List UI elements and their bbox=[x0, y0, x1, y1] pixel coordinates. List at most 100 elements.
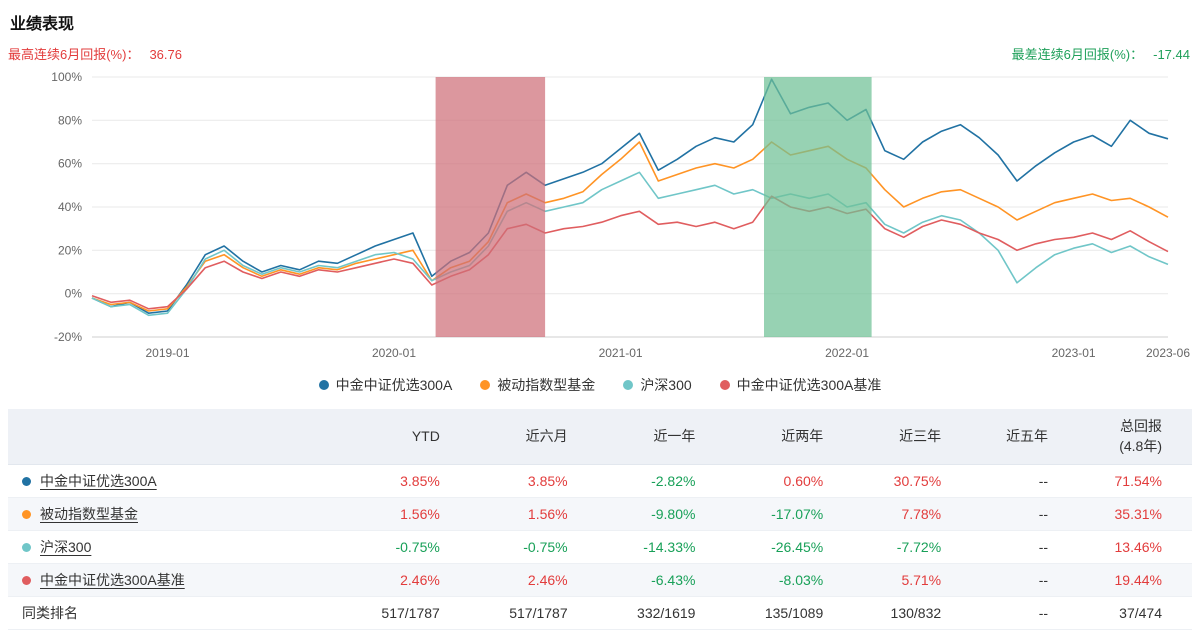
table-row: 中金中证优选300A 3.85% 3.85% -2.82% 0.60% 30.75% -- 7… bbox=[8, 464, 1192, 499]
legend-item-1[interactable]: 被动指数型基金 bbox=[480, 375, 595, 395]
y-axis-label: 100% bbox=[51, 70, 82, 84]
fund-link[interactable]: 中金中证优选300A基准 bbox=[40, 572, 185, 589]
best-6month-return-value: 36.76 bbox=[149, 47, 182, 62]
series-line bbox=[91, 78, 1169, 314]
value-cell: 1.56% bbox=[342, 497, 470, 532]
y-axis-label: 80% bbox=[58, 113, 82, 127]
value-cell: 19.44% bbox=[1078, 563, 1192, 598]
value-cell: 517/1787 bbox=[342, 596, 470, 631]
fund-link[interactable]: 被动指数型基金 bbox=[40, 506, 138, 523]
value-cell: -7.72% bbox=[853, 530, 972, 565]
y-axis-label: 60% bbox=[58, 157, 82, 171]
table-row: 被动指数型基金 1.56% 1.56% -9.80% -17.07% 7.78% -- 35.… bbox=[8, 497, 1192, 532]
page-title: 业绩表现 bbox=[10, 16, 75, 33]
performance-table: YTD 近六月 近一年 近两年 近三年 近五年 总回报 (4.8年) 中金中证优选300A 3.… bbox=[8, 409, 1192, 631]
y-axis-label: -20% bbox=[54, 330, 82, 344]
x-axis-label: 2022-01 bbox=[825, 346, 869, 360]
worst-6month-return-label: 最差连续6月回报(%)： bbox=[1011, 47, 1144, 62]
value-cell: 0.60% bbox=[725, 464, 854, 499]
x-axis-label: 2023-06 bbox=[1146, 346, 1190, 360]
column-header: 总回报 (4.8年) bbox=[1078, 409, 1192, 466]
row-label: 同类排名 bbox=[22, 605, 78, 622]
value-cell: 71.54% bbox=[1078, 464, 1192, 499]
column-header: 近五年 bbox=[971, 409, 1079, 466]
value-cell: -14.33% bbox=[597, 530, 726, 565]
value-cell: -26.45% bbox=[725, 530, 854, 565]
fund-name-cell: 沪深300 bbox=[8, 530, 342, 565]
worst-6month-return: 最差连续6月回报(%)： -17.44 bbox=[1012, 44, 1190, 63]
value-cell: 37/474 bbox=[1078, 596, 1192, 631]
y-axis-label: 40% bbox=[58, 200, 82, 214]
legend-item-0[interactable]: 中金中证优选300A bbox=[318, 375, 453, 395]
value-cell: 35.31% bbox=[1078, 497, 1192, 532]
best-6month-return: 最高连续6月回报(%)： 36.76 bbox=[8, 44, 182, 63]
legend-item-2[interactable]: 沪深300 bbox=[623, 375, 692, 395]
series-line bbox=[91, 141, 1169, 312]
value-cell: 517/1787 bbox=[469, 596, 598, 631]
series-dot-icon bbox=[22, 576, 31, 586]
value-cell: 30.75% bbox=[853, 464, 972, 499]
legend-label: 中金中证优选300A基准 bbox=[736, 377, 882, 393]
legend-label: 中金中证优选300A bbox=[335, 377, 453, 393]
value-cell: 13.46% bbox=[1078, 530, 1192, 565]
legend-dot-icon bbox=[318, 380, 329, 390]
legend-dot-icon bbox=[623, 380, 634, 390]
annotation-row: 最高连续6月回报(%)： 36.76 最差连续6月回报(%)： -17.44 bbox=[8, 44, 1190, 63]
fund-name-cell: 被动指数型基金 bbox=[8, 497, 342, 532]
value-cell: 3.85% bbox=[342, 464, 470, 499]
value-cell: 2.46% bbox=[469, 563, 598, 598]
legend-dot-icon bbox=[719, 380, 730, 390]
column-header: 近六月 bbox=[469, 409, 598, 466]
value-cell: -- bbox=[971, 563, 1079, 598]
value-cell: -6.43% bbox=[597, 563, 726, 598]
value-cell: -8.03% bbox=[725, 563, 854, 598]
fund-link[interactable]: 沪深300 bbox=[40, 539, 92, 556]
value-cell: -- bbox=[971, 464, 1079, 499]
value-cell: 7.78% bbox=[853, 497, 972, 532]
best-6month-period-band bbox=[435, 77, 546, 337]
value-cell: -2.82% bbox=[597, 464, 726, 499]
value-cell: -0.75% bbox=[342, 530, 470, 565]
value-cell: 135/1089 bbox=[725, 596, 854, 631]
value-cell: -- bbox=[971, 497, 1079, 532]
series-dot-icon bbox=[22, 510, 31, 520]
column-header: YTD bbox=[342, 409, 470, 466]
legend-dot-icon bbox=[480, 380, 491, 390]
x-axis-label: 2019-01 bbox=[145, 346, 189, 360]
value-cell: -9.80% bbox=[597, 497, 726, 532]
table-row: 中金中证优选300A基准 2.46% 2.46% -6.43% -8.03% 5.71% -… bbox=[8, 563, 1192, 598]
value-cell: 332/1619 bbox=[597, 596, 726, 631]
fund-name-cell: 同类排名 bbox=[8, 596, 342, 631]
value-cell: -0.75% bbox=[469, 530, 598, 565]
worst-6month-return-value: -17.44 bbox=[1153, 47, 1190, 62]
legend-item-3[interactable]: 中金中证优选300A基准 bbox=[719, 375, 882, 395]
column-header: 近两年 bbox=[725, 409, 854, 466]
series-line bbox=[91, 195, 1169, 310]
value-cell: 1.56% bbox=[469, 497, 598, 532]
column-header: 近三年 bbox=[853, 409, 972, 466]
value-cell: -- bbox=[971, 596, 1079, 631]
series-dot-icon bbox=[22, 543, 31, 553]
best-6month-return-label: 最高连续6月回报(%)： bbox=[8, 47, 140, 62]
legend-label: 沪深300 bbox=[640, 377, 692, 393]
x-axis-label: 2020-01 bbox=[372, 346, 416, 360]
value-cell: 2.46% bbox=[342, 563, 470, 598]
y-axis-label: 0% bbox=[65, 287, 83, 301]
y-axis-label: 20% bbox=[58, 243, 82, 257]
performance-chart: 100% 80% 60% 40% 20% 0% -20% 2019-01 2020-01 2021… bbox=[8, 65, 1192, 365]
x-axis-label: 2021-01 bbox=[599, 346, 643, 360]
value-cell: 3.85% bbox=[469, 464, 598, 499]
performance-chart-svg: 100% 80% 60% 40% 20% 0% -20% 2019-01 2020-01 2021… bbox=[51, 70, 1190, 360]
value-cell: -- bbox=[971, 530, 1079, 565]
series-line bbox=[91, 171, 1169, 317]
series-dot-icon bbox=[22, 477, 31, 487]
value-cell: 130/832 bbox=[853, 596, 972, 631]
x-axis-label: 2023-01 bbox=[1052, 346, 1096, 360]
worst-6month-period-band bbox=[764, 77, 872, 337]
fund-name-cell: 中金中证优选300A bbox=[8, 464, 342, 499]
fund-link[interactable]: 中金中证优选300A bbox=[40, 473, 157, 490]
table-row: 沪深300 -0.75% -0.75% -14.33% -26.45% -7.72% -- 1… bbox=[8, 530, 1192, 565]
column-header: 近一年 bbox=[597, 409, 726, 466]
legend-label: 被动指数型基金 bbox=[497, 377, 596, 393]
